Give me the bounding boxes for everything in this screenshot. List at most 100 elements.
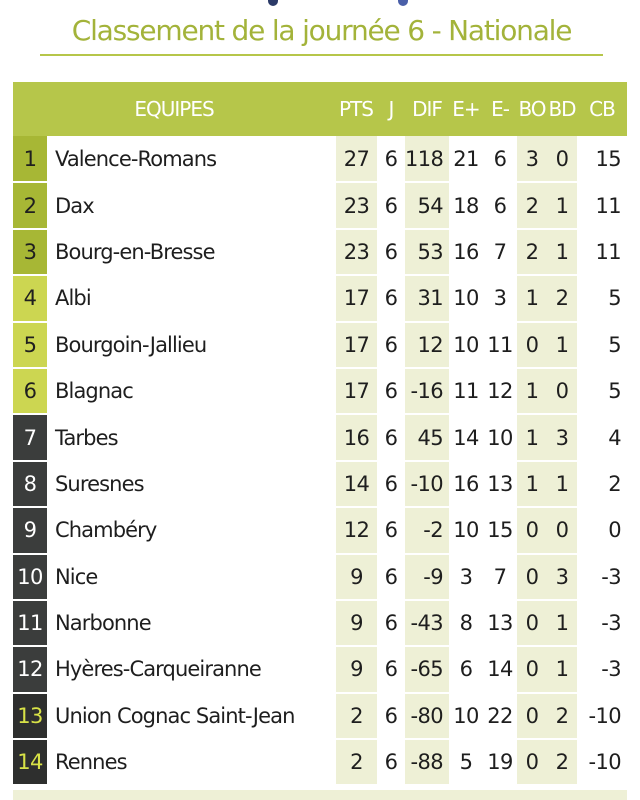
cell-j: 6 (377, 646, 405, 694)
table-row: 5 Bourgoin-Jallieu 17 6 12 10 11 0 1 5 (13, 321, 627, 369)
cell-j: 6 (377, 739, 405, 787)
cell-rank: 2 (13, 182, 47, 230)
cell-cb: 15 (577, 136, 627, 184)
header-e-plus: E+ (449, 82, 483, 136)
cell-rank: 1 (13, 136, 47, 184)
cell-dif: -9 (405, 553, 449, 601)
cell-j: 6 (377, 553, 405, 601)
table-row: 1 Valence-Romans 27 6 118 21 6 3 0 15 (13, 136, 627, 184)
header-dif: DIF (405, 82, 449, 136)
cell-rank: 8 (13, 460, 47, 509)
cell-bo: 0 (517, 553, 547, 601)
table-row: 4 Albi 17 6 31 10 3 1 2 5 (13, 275, 627, 323)
page-title: Classement de la journée 6 - Nationale (40, 8, 603, 56)
cell-bo: 0 (517, 599, 547, 648)
cell-dif: -88 (405, 739, 449, 787)
cell-e-plus: 8 (449, 599, 483, 648)
cell-cb: -10 (577, 739, 627, 787)
header-cb: CB (577, 82, 627, 136)
cell-rank: 7 (13, 414, 47, 462)
cell-e-minus: 19 (483, 739, 517, 787)
cell-bo: 0 (517, 646, 547, 694)
cell-pts: 9 (334, 553, 377, 601)
cell-pts: 23 (334, 182, 377, 230)
cell-team: Narbonne (47, 599, 335, 648)
cell-e-plus: 16 (449, 460, 483, 509)
cell-dif: 31 (405, 275, 449, 323)
cell-e-plus: 5 (449, 739, 483, 787)
cell-e-plus: 10 (449, 507, 483, 555)
cell-bd: 3 (547, 414, 577, 462)
cell-team: Blagnac (47, 367, 335, 416)
header-bo: BO (517, 82, 547, 136)
cell-bd: 0 (547, 507, 577, 555)
table-row: 3 Bourg-en-Bresse 23 6 53 16 7 2 1 11 (13, 228, 627, 277)
cell-bd: 1 (547, 646, 577, 694)
cell-j: 6 (377, 414, 405, 462)
cell-team: Bourg-en-Bresse (47, 228, 335, 277)
cell-bo: 1 (517, 460, 547, 509)
cell-cb: 0 (577, 507, 627, 555)
cell-team: Hyères-Carqueiranne (47, 646, 335, 694)
cell-cb: 4 (577, 414, 627, 462)
cell-j: 6 (377, 321, 405, 369)
table-row: 9 Chambéry 12 6 -2 10 15 0 0 0 (13, 507, 627, 555)
cell-bd: 1 (547, 599, 577, 648)
cell-e-plus: 10 (449, 275, 483, 323)
cell-pts: 16 (334, 414, 377, 462)
cell-team: Tarbes (47, 414, 335, 462)
cell-rank: 11 (13, 599, 47, 648)
cell-bd: 2 (547, 275, 577, 323)
table-row: 11 Narbonne 9 6 -43 8 13 0 1 -3 (13, 599, 627, 648)
cell-j: 6 (377, 136, 405, 184)
cell-e-plus: 10 (449, 321, 483, 369)
cell-rank: 13 (13, 692, 47, 741)
cell-cb: -3 (577, 646, 627, 694)
cell-rank: 12 (13, 646, 47, 694)
cell-bo: 2 (517, 228, 547, 277)
cell-pts: 9 (334, 599, 377, 648)
cell-e-minus: 6 (483, 182, 517, 230)
cell-j: 6 (377, 367, 405, 416)
cell-bo: 1 (517, 367, 547, 416)
cell-team: Valence-Romans (47, 136, 335, 184)
cell-e-plus: 6 (449, 646, 483, 694)
cell-pts: 17 (334, 367, 377, 416)
cell-e-plus: 18 (449, 182, 483, 230)
cell-e-minus: 10 (483, 414, 517, 462)
cell-cb: 11 (577, 228, 627, 277)
standings-table: EQUIPES PTS J DIF E+ E- BO BD CB 1 Valenc… (13, 82, 627, 787)
cell-team: Nice (47, 553, 335, 601)
cell-bo: 0 (517, 692, 547, 741)
cell-bd: 1 (547, 321, 577, 369)
cell-bd: 2 (547, 692, 577, 741)
cell-pts: 9 (334, 646, 377, 694)
cell-dif: -16 (405, 367, 449, 416)
cell-e-minus: 14 (483, 646, 517, 694)
table-row: 6 Blagnac 17 6 -16 11 12 1 0 5 (13, 367, 627, 416)
cell-pts: 27 (334, 136, 377, 184)
team-logo-icon (268, 0, 278, 6)
cell-e-plus: 3 (449, 553, 483, 601)
cell-pts: 14 (334, 460, 377, 509)
team-logo-icon (398, 0, 408, 6)
table-row: 10 Nice 9 6 -9 3 7 0 3 -3 (13, 553, 627, 601)
cell-e-minus: 15 (483, 507, 517, 555)
cell-dif: 54 (405, 182, 449, 230)
cell-bo: 0 (517, 739, 547, 787)
cell-j: 6 (377, 507, 405, 555)
cell-j: 6 (377, 182, 405, 230)
cell-bd: 0 (547, 136, 577, 184)
cell-pts: 2 (334, 739, 377, 787)
header-equipes: EQUIPES (13, 82, 335, 136)
cell-dif: 12 (405, 321, 449, 369)
cell-e-minus: 11 (483, 321, 517, 369)
cell-dif: -2 (405, 507, 449, 555)
cell-dif: -43 (405, 599, 449, 648)
cell-e-plus: 14 (449, 414, 483, 462)
cell-e-minus: 7 (483, 228, 517, 277)
cell-dif: -65 (405, 646, 449, 694)
table-row: 2 Dax 23 6 54 18 6 2 1 11 (13, 182, 627, 230)
cell-cb: -10 (577, 692, 627, 741)
cell-rank: 4 (13, 275, 47, 323)
